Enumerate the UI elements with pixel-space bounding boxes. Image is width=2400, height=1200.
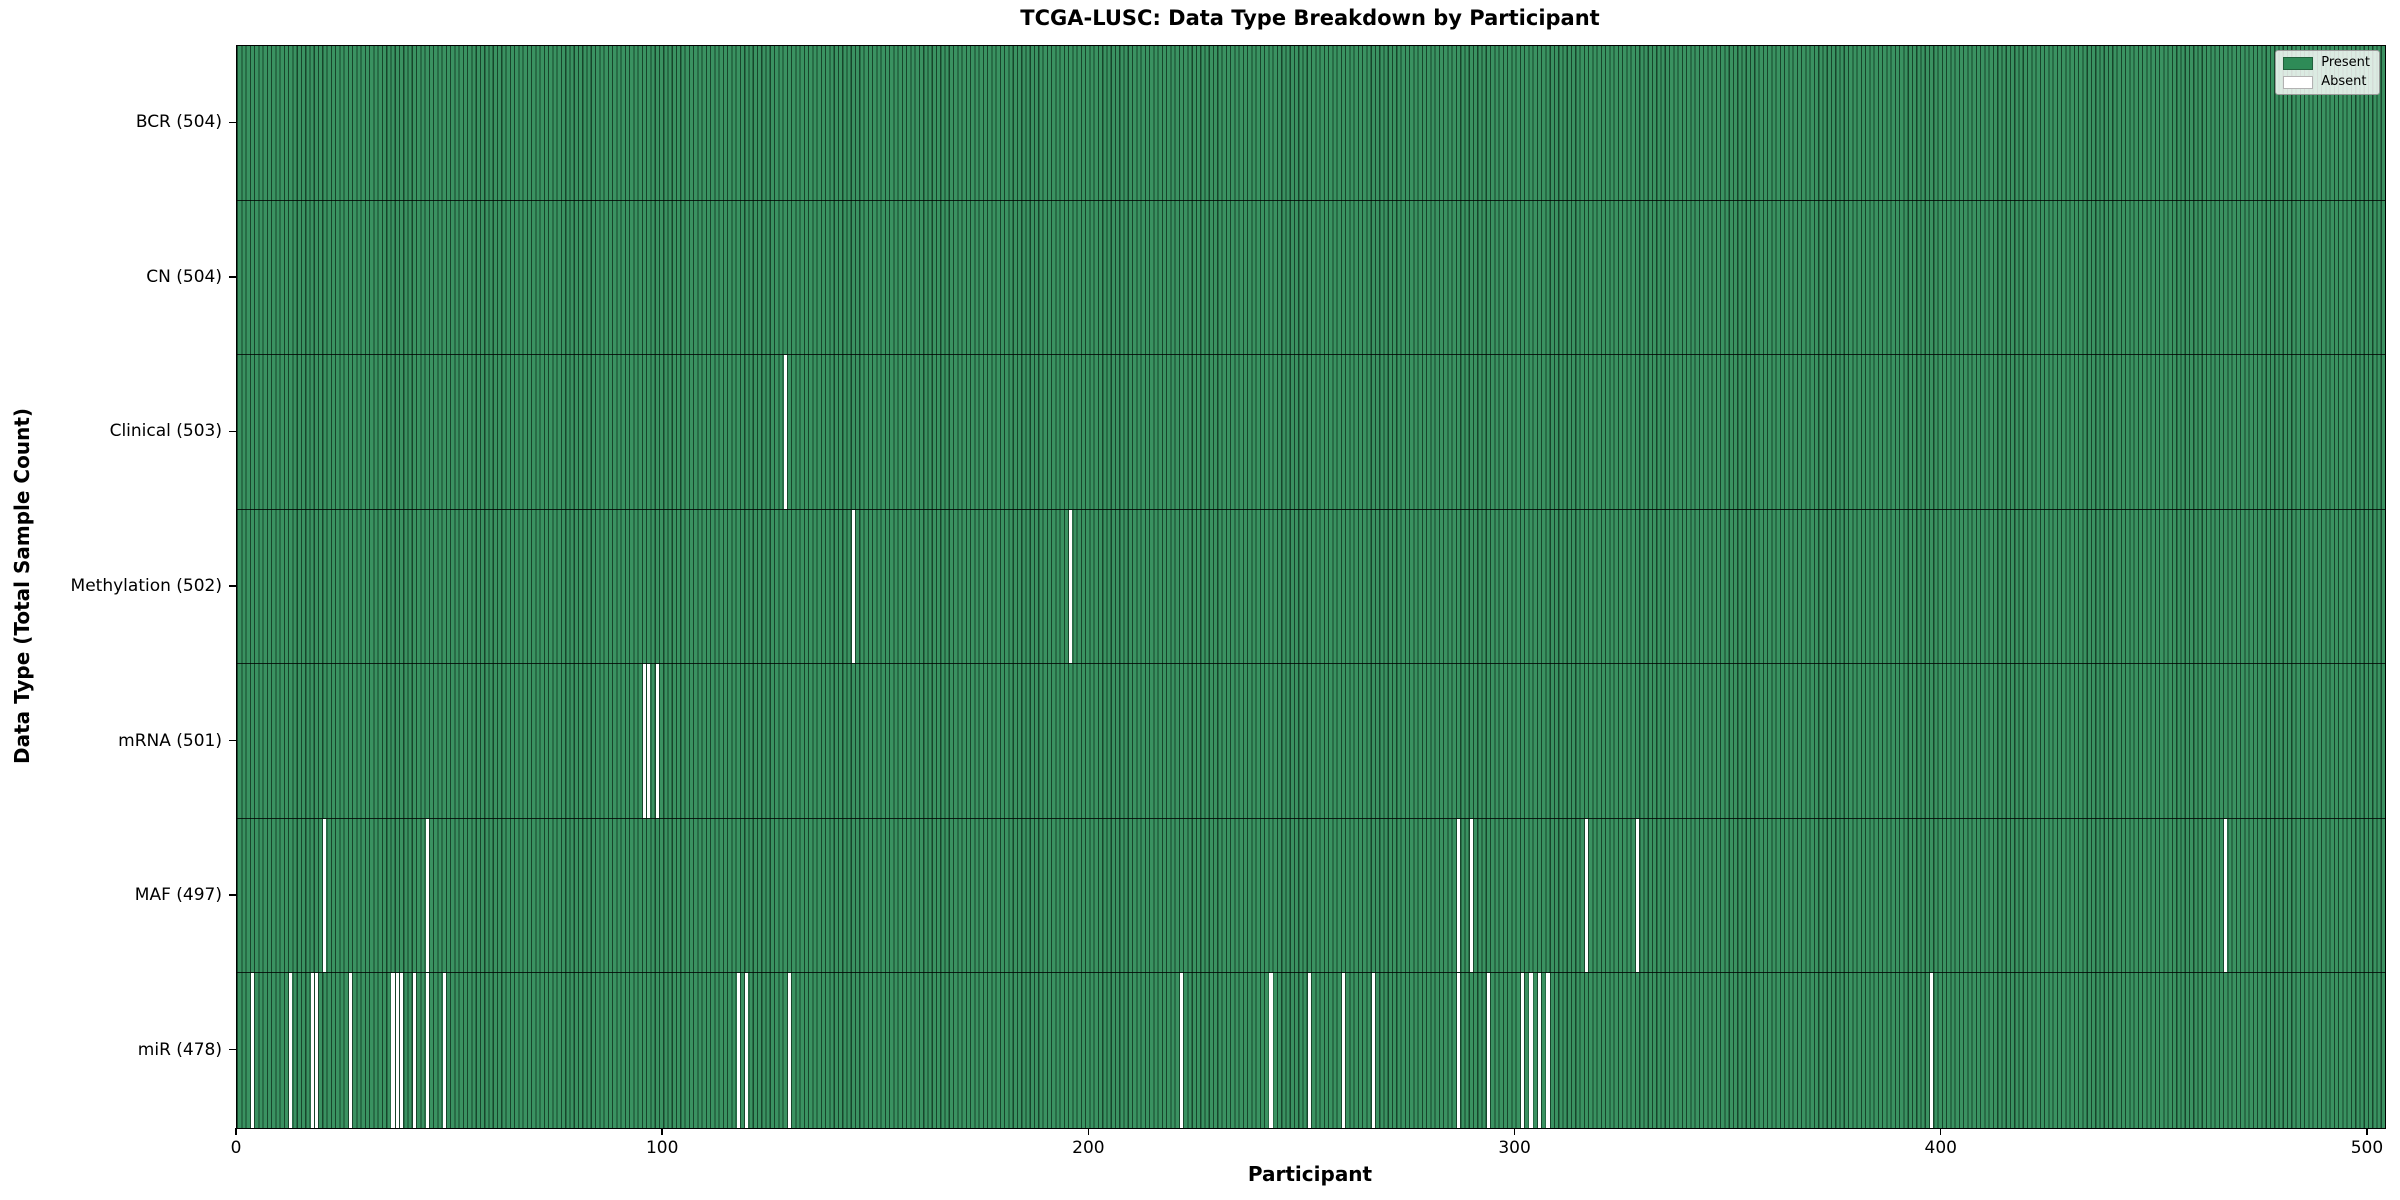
- absent-mark: [310, 973, 314, 1128]
- absent-mark: [1486, 973, 1490, 1128]
- absent-mark: [1307, 973, 1311, 1128]
- data-row-BCR: [237, 46, 2385, 201]
- y-tick-label: miR (478): [137, 1039, 222, 1060]
- data-row-MAF: [237, 818, 2385, 974]
- legend-label: Absent: [2321, 74, 2367, 89]
- chart-title: TCGA-LUSC: Data Type Breakdown by Partic…: [1020, 6, 1600, 30]
- absent-mark: [851, 509, 855, 664]
- legend-item: Present: [2283, 56, 2370, 70]
- absent-mark: [412, 973, 416, 1128]
- absent-mark: [323, 818, 327, 973]
- x-tick-label: 300: [1498, 1138, 1531, 1158]
- y-tick-mark: [229, 121, 236, 123]
- absent-mark: [642, 664, 647, 818]
- y-tick-mark: [229, 276, 236, 278]
- x-tick-mark: [235, 1128, 237, 1135]
- y-tick-label: mRNA (501): [118, 730, 222, 751]
- x-tick-label: 0: [230, 1138, 242, 1158]
- absent-mark: [395, 973, 399, 1128]
- absent-mark: [787, 973, 791, 1128]
- x-tick-mark: [1940, 1128, 1942, 1135]
- y-tick-mark: [229, 430, 236, 433]
- absent-mark: [314, 973, 318, 1128]
- data-row-CN: [237, 200, 2385, 356]
- x-tick-label: 100: [645, 1138, 679, 1158]
- data-row-miR: [237, 973, 2385, 1128]
- legend-item: Absent: [2283, 75, 2370, 89]
- absent-mark: [783, 355, 787, 509]
- x-tick-label: 200: [1072, 1138, 1105, 1158]
- legend-swatch-absent: [2283, 75, 2314, 89]
- absent-mark: [1456, 818, 1461, 973]
- absent-mark: [1537, 973, 1542, 1128]
- absent-mark: [1179, 973, 1184, 1128]
- absent-mark: [1456, 973, 1461, 1128]
- absent-mark: [425, 973, 429, 1128]
- y-tick-label: BCR (504): [135, 112, 222, 133]
- x-tick-mark: [661, 1128, 663, 1135]
- y-tick-mark: [229, 1049, 236, 1051]
- absent-mark: [250, 973, 254, 1128]
- absent-mark: [1584, 818, 1588, 973]
- legend-swatch-present: [2283, 56, 2314, 70]
- data-row-mRNA: [237, 664, 2385, 819]
- absent-mark: [1635, 818, 1640, 973]
- x-tick-mark: [2366, 1128, 2368, 1135]
- y-tick-label: Clinical (503): [109, 421, 222, 442]
- legend-label: Present: [2321, 55, 2370, 70]
- data-row-Clinical: [237, 355, 2385, 510]
- absent-mark: [1371, 973, 1375, 1128]
- absent-mark: [1469, 818, 1473, 973]
- absent-mark: [1269, 973, 1273, 1128]
- absent-mark: [655, 664, 659, 818]
- absent-mark: [400, 973, 404, 1128]
- absent-mark: [647, 664, 651, 818]
- y-tick-label: CN (504): [146, 266, 222, 287]
- y-tick-mark: [229, 894, 236, 896]
- absent-mark: [348, 973, 352, 1128]
- absent-mark: [1341, 973, 1345, 1128]
- absent-mark: [1520, 973, 1524, 1128]
- absent-mark: [289, 973, 293, 1128]
- absent-mark: [391, 973, 395, 1128]
- x-axis-label: Participant: [1247, 1162, 1373, 1186]
- absent-mark: [736, 973, 740, 1128]
- legend: Present Absent: [2275, 50, 2380, 95]
- x-tick-label: 400: [1924, 1138, 1957, 1158]
- absent-mark: [1546, 973, 1550, 1128]
- absent-mark: [425, 818, 429, 973]
- absent-mark: [1930, 973, 1934, 1128]
- y-tick-label: Methylation (502): [70, 576, 222, 596]
- data-row-Methylation: [237, 509, 2385, 665]
- absent-mark: [2224, 818, 2228, 973]
- x-tick-mark: [1513, 1128, 1516, 1135]
- absent-mark: [442, 973, 446, 1128]
- y-tick-mark: [229, 739, 236, 742]
- y-tick-mark: [229, 585, 236, 587]
- absent-mark: [745, 973, 749, 1128]
- x-tick-label: 500: [2350, 1138, 2384, 1158]
- y-tick-label: MAF (497): [134, 885, 222, 906]
- absent-mark: [1069, 509, 1073, 664]
- absent-mark: [1529, 973, 1533, 1128]
- x-tick-mark: [1087, 1128, 1090, 1135]
- plot-area: Present Absent: [236, 45, 2386, 1129]
